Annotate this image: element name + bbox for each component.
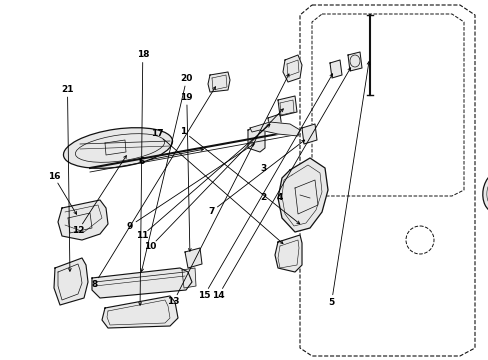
- Polygon shape: [184, 248, 202, 268]
- Polygon shape: [182, 268, 196, 288]
- Text: 8: 8: [91, 280, 97, 289]
- Text: 16: 16: [47, 172, 60, 181]
- Polygon shape: [105, 140, 126, 155]
- Polygon shape: [207, 72, 229, 92]
- Polygon shape: [302, 124, 316, 144]
- Polygon shape: [54, 258, 88, 305]
- Text: 7: 7: [207, 207, 214, 216]
- Polygon shape: [102, 296, 178, 328]
- Text: 3: 3: [260, 164, 265, 173]
- Polygon shape: [278, 96, 296, 116]
- Text: 10: 10: [144, 242, 157, 251]
- Text: 6: 6: [139, 157, 144, 166]
- Text: 18: 18: [136, 50, 149, 59]
- Polygon shape: [247, 126, 264, 152]
- Text: 21: 21: [61, 85, 74, 94]
- Polygon shape: [347, 52, 361, 71]
- Polygon shape: [58, 200, 108, 240]
- Text: 12: 12: [72, 226, 84, 235]
- Polygon shape: [274, 235, 302, 272]
- Text: 1: 1: [180, 127, 186, 136]
- Text: 11: 11: [135, 231, 148, 240]
- Polygon shape: [329, 60, 341, 78]
- Text: 19: 19: [180, 93, 193, 102]
- Polygon shape: [278, 158, 327, 232]
- Polygon shape: [92, 268, 192, 298]
- Text: 17: 17: [151, 129, 163, 138]
- Polygon shape: [249, 122, 299, 136]
- Polygon shape: [267, 114, 282, 132]
- Text: 5: 5: [328, 298, 334, 307]
- Text: 15: 15: [198, 291, 210, 300]
- Ellipse shape: [482, 171, 488, 213]
- Text: 14: 14: [212, 291, 224, 300]
- Polygon shape: [68, 213, 92, 233]
- Text: 2: 2: [260, 193, 265, 202]
- Text: 4: 4: [276, 193, 283, 202]
- Ellipse shape: [63, 128, 172, 168]
- Text: 13: 13: [167, 297, 180, 306]
- Text: 20: 20: [180, 74, 193, 83]
- Polygon shape: [283, 55, 302, 82]
- Text: 9: 9: [126, 222, 133, 231]
